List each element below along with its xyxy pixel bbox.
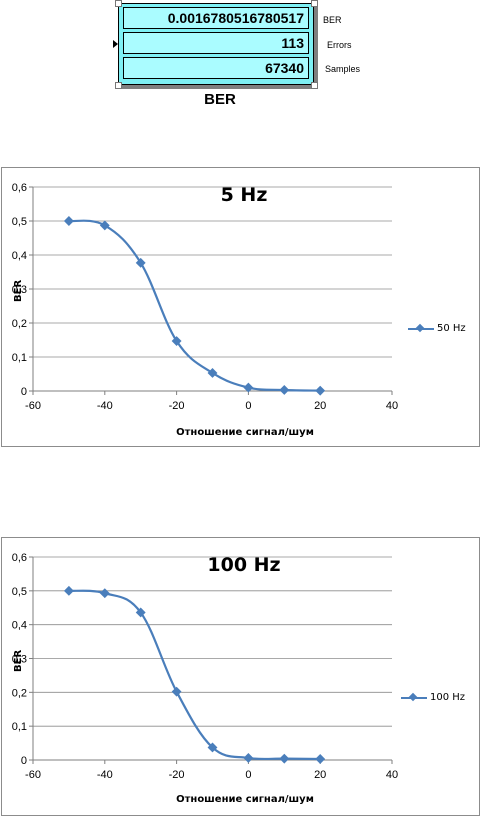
chart-title: 100 Hz xyxy=(207,554,281,576)
y-tick-label: 0 xyxy=(21,755,27,767)
y-tick-label: 0,3 xyxy=(12,284,27,296)
x-tick-label: 20 xyxy=(314,400,326,412)
data-point xyxy=(207,368,218,378)
chart-5hz: 0 0,1 0,2 0,3 0,4 0,5 0,6 -60 -40 -20 0 20 40 5 Hz B… xyxy=(1,167,480,447)
legend-entry: 100 Hz xyxy=(430,692,466,703)
data-point xyxy=(135,257,146,268)
series-line xyxy=(68,589,321,761)
data-point xyxy=(243,382,254,393)
y-tick-label: 0,1 xyxy=(12,721,27,733)
block-title: BER xyxy=(204,91,236,108)
port-label-errors: Errors xyxy=(327,40,352,50)
x-tick-label: 40 xyxy=(386,769,398,781)
x-axis-label: Отношение сигнал/шум xyxy=(176,794,314,805)
legend: 50 Hz xyxy=(408,323,466,334)
x-axis-label: Отношение сигнал/шум xyxy=(176,427,314,438)
chart-5hz-svg: 0 0,1 0,2 0,3 0,4 0,5 0,6 -60 -40 -20 0 20 40 xyxy=(12,182,398,412)
x-tick-label: 0 xyxy=(245,769,251,781)
y-tick-label: 0,1 xyxy=(12,352,27,364)
y-tick-label: 0,4 xyxy=(12,620,27,632)
y-tick-label: 0,4 xyxy=(12,250,27,262)
errors-value: 113 xyxy=(123,32,309,54)
data-point xyxy=(315,754,326,764)
chart-title: 5 Hz xyxy=(220,184,268,206)
data-point xyxy=(99,220,110,231)
y-tick-label: 0,6 xyxy=(12,182,27,194)
legend: 100 Hz xyxy=(401,692,465,703)
samples-value: 67340 xyxy=(123,57,309,79)
chart-100hz-svg: 0 0,1 0,2 0,3 0,4 0,5 0,6 -60 -40 -20 0 20 40 xyxy=(12,552,398,781)
resize-handle-bottom-right[interactable] xyxy=(311,82,318,89)
data-point xyxy=(279,385,290,395)
data-point xyxy=(63,216,74,226)
y-axis-label: BER xyxy=(13,649,24,672)
x-tick-label: -20 xyxy=(169,400,185,412)
y-tick-label: 0,3 xyxy=(12,654,27,666)
legend-entry: 50 Hz xyxy=(437,323,466,334)
series-line xyxy=(68,219,321,392)
legend-marker-icon xyxy=(408,324,434,334)
block-body: 0.0016780516780517 113 67340 xyxy=(118,3,314,85)
x-tick-label: -40 xyxy=(97,400,113,412)
resize-handle-top-left[interactable] xyxy=(115,0,122,7)
ber-display-block[interactable]: 0.0016780516780517 113 67340 xyxy=(115,0,318,89)
x-tick-label: 40 xyxy=(386,400,398,412)
x-tick-label: -20 xyxy=(169,769,185,781)
data-point xyxy=(315,385,326,396)
port-label-samples: Samples xyxy=(325,64,361,74)
y-axis-label: BER xyxy=(13,279,24,302)
x-tick-label: -60 xyxy=(25,769,41,781)
y-tick-label: 0,2 xyxy=(12,687,27,699)
resize-handle-top-right[interactable] xyxy=(311,0,318,7)
y-tick-label: 0,5 xyxy=(12,586,27,598)
y-tick-label: 0,6 xyxy=(12,552,27,564)
data-point xyxy=(99,588,110,599)
data-point xyxy=(63,585,74,596)
y-tick-label: 0,2 xyxy=(12,318,27,330)
x-tick-label: -60 xyxy=(25,400,41,412)
resize-handle-bottom-left[interactable] xyxy=(115,82,122,89)
x-tick-label: 0 xyxy=(245,400,251,412)
y-tick-label: 0,5 xyxy=(12,216,27,228)
x-tick-label: 20 xyxy=(314,769,326,781)
data-point xyxy=(171,336,182,346)
input-port-arrow xyxy=(113,40,118,48)
data-point xyxy=(171,686,182,697)
y-tick-label: 0 xyxy=(21,386,27,398)
data-point xyxy=(243,753,254,763)
legend-marker-icon xyxy=(401,693,427,703)
x-tick-label: -40 xyxy=(97,769,113,781)
chart-100hz: 0 0,1 0,2 0,3 0,4 0,5 0,6 -60 -40 -20 0 20 40 100 Hz… xyxy=(1,537,480,816)
data-point xyxy=(135,607,146,618)
port-label-ber: BER xyxy=(323,15,342,25)
data-point xyxy=(279,753,290,764)
ber-value: 0.0016780516780517 xyxy=(123,7,309,29)
